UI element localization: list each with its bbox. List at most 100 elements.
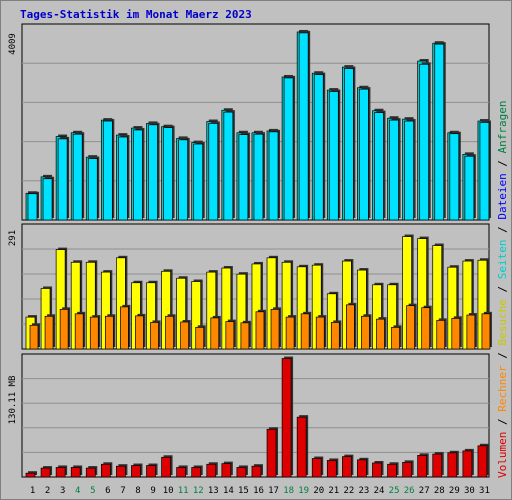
legend-volumen: Volumen bbox=[496, 432, 509, 478]
volumen-bar bbox=[236, 467, 247, 478]
rechner-bar bbox=[315, 316, 325, 350]
dateien-bar bbox=[449, 133, 460, 221]
rechner-bar bbox=[89, 316, 99, 350]
volumen-bar bbox=[402, 462, 412, 478]
volumen-bar bbox=[387, 463, 397, 478]
dateien-bar bbox=[163, 127, 173, 221]
volumen-bar bbox=[447, 452, 458, 478]
volumen-bar bbox=[342, 456, 352, 478]
rechner-bar bbox=[150, 322, 159, 350]
rechner-bar bbox=[255, 311, 265, 350]
rechner-bar bbox=[29, 324, 39, 350]
dateien-bar bbox=[72, 133, 83, 221]
volumen-bar bbox=[161, 456, 171, 478]
legend-right: Volumen / Rechner / Besuche / Seiten / D… bbox=[496, 100, 509, 478]
x-tick-label: 29 bbox=[449, 486, 460, 496]
volumen-bar bbox=[55, 467, 66, 478]
dateien-bar bbox=[479, 122, 490, 221]
legend-separator: / bbox=[496, 346, 509, 366]
rechner-bar bbox=[120, 306, 129, 350]
x-tick-label: 31 bbox=[479, 486, 490, 496]
dateien-bar bbox=[268, 131, 279, 221]
rechner-bar bbox=[466, 314, 476, 350]
volumen-bar bbox=[296, 416, 307, 478]
legend-dateien: Dateien bbox=[496, 173, 509, 219]
x-tick-label: 15 bbox=[238, 486, 249, 496]
rechner-bar bbox=[481, 313, 491, 350]
rechner-bar bbox=[165, 315, 174, 350]
dateien-bar bbox=[419, 63, 430, 221]
x-tick-label: 1 bbox=[30, 486, 35, 496]
x-tick-label: 23 bbox=[359, 486, 370, 496]
x-tick-label: 25 bbox=[389, 486, 400, 496]
rechner-bar bbox=[225, 321, 235, 350]
volumen-bar bbox=[40, 467, 51, 478]
x-tick-label: 30 bbox=[464, 486, 475, 496]
x-tick-label: 2 bbox=[45, 486, 50, 496]
rechner-bar bbox=[270, 308, 280, 350]
x-tick-label: 4 bbox=[75, 486, 80, 496]
legend-rechner: Rechner bbox=[496, 365, 509, 412]
x-tick-label: 21 bbox=[328, 486, 339, 496]
x-tick-label: 6 bbox=[105, 486, 110, 496]
x-tick-label: 8 bbox=[135, 486, 140, 496]
y-tick-label-2: 291 bbox=[8, 230, 18, 246]
volumen-bar bbox=[281, 358, 292, 478]
x-tick-label: 12 bbox=[193, 486, 204, 496]
volumen-bar bbox=[417, 454, 428, 478]
dateien-bar bbox=[313, 74, 324, 221]
rechner-bar bbox=[330, 322, 340, 350]
rechner-bar bbox=[104, 315, 114, 350]
dateien-bar bbox=[193, 143, 204, 221]
x-tick-label: 19 bbox=[298, 486, 309, 496]
dateien-bar bbox=[102, 120, 113, 221]
dateien-bar bbox=[208, 123, 219, 221]
x-tick-label: 18 bbox=[283, 486, 294, 496]
volumen-bar bbox=[266, 428, 277, 478]
rechner-bar bbox=[406, 305, 415, 350]
x-tick-label: 17 bbox=[268, 486, 279, 496]
y-tick-label-3: 130.11 MB bbox=[8, 376, 18, 425]
volumen-bar bbox=[176, 467, 186, 478]
x-tick-label: 10 bbox=[163, 486, 174, 496]
volumen-bar bbox=[251, 465, 262, 478]
volumen-bar bbox=[477, 445, 488, 478]
legend-separator: / bbox=[496, 153, 509, 173]
x-tick-label: 13 bbox=[208, 486, 219, 496]
volumen-bar bbox=[432, 453, 443, 478]
dateien-bar bbox=[223, 111, 234, 221]
rechner-bar bbox=[361, 315, 370, 350]
volumen-bar bbox=[311, 458, 322, 478]
dateien-bar bbox=[344, 68, 354, 221]
rechner-bar bbox=[346, 304, 355, 350]
dateien-bar bbox=[359, 88, 369, 221]
dateien-bar bbox=[27, 193, 38, 221]
volumen-bar bbox=[206, 463, 217, 478]
dateien-bar bbox=[298, 32, 309, 221]
x-tick-label: 26 bbox=[404, 486, 415, 496]
dateien-bar bbox=[434, 43, 445, 221]
legend-separator: / bbox=[496, 220, 509, 240]
x-tick-label: 5 bbox=[90, 486, 95, 496]
volumen-bar bbox=[372, 462, 382, 478]
x-tick-label: 9 bbox=[150, 486, 155, 496]
dateien-bar bbox=[328, 91, 339, 221]
x-tick-label: 16 bbox=[253, 486, 264, 496]
volumen-bar bbox=[357, 459, 367, 478]
rechner-bar bbox=[391, 326, 400, 350]
x-tick-label: 11 bbox=[178, 486, 189, 496]
rechner-bar bbox=[180, 321, 189, 350]
rechner-bar bbox=[195, 326, 205, 350]
legend-besuche: Besuche bbox=[496, 299, 509, 345]
rechner-bar bbox=[59, 308, 69, 350]
rechner-bar bbox=[210, 317, 220, 350]
dateien-bar bbox=[118, 136, 128, 221]
volumen-bar bbox=[25, 472, 36, 478]
rechner-bar bbox=[436, 320, 446, 350]
rechner-bar bbox=[285, 316, 295, 350]
legend-separator: / bbox=[496, 412, 509, 432]
dateien-bar bbox=[253, 133, 264, 221]
legend-separator: / bbox=[496, 279, 509, 299]
rechner-bar bbox=[135, 315, 144, 350]
